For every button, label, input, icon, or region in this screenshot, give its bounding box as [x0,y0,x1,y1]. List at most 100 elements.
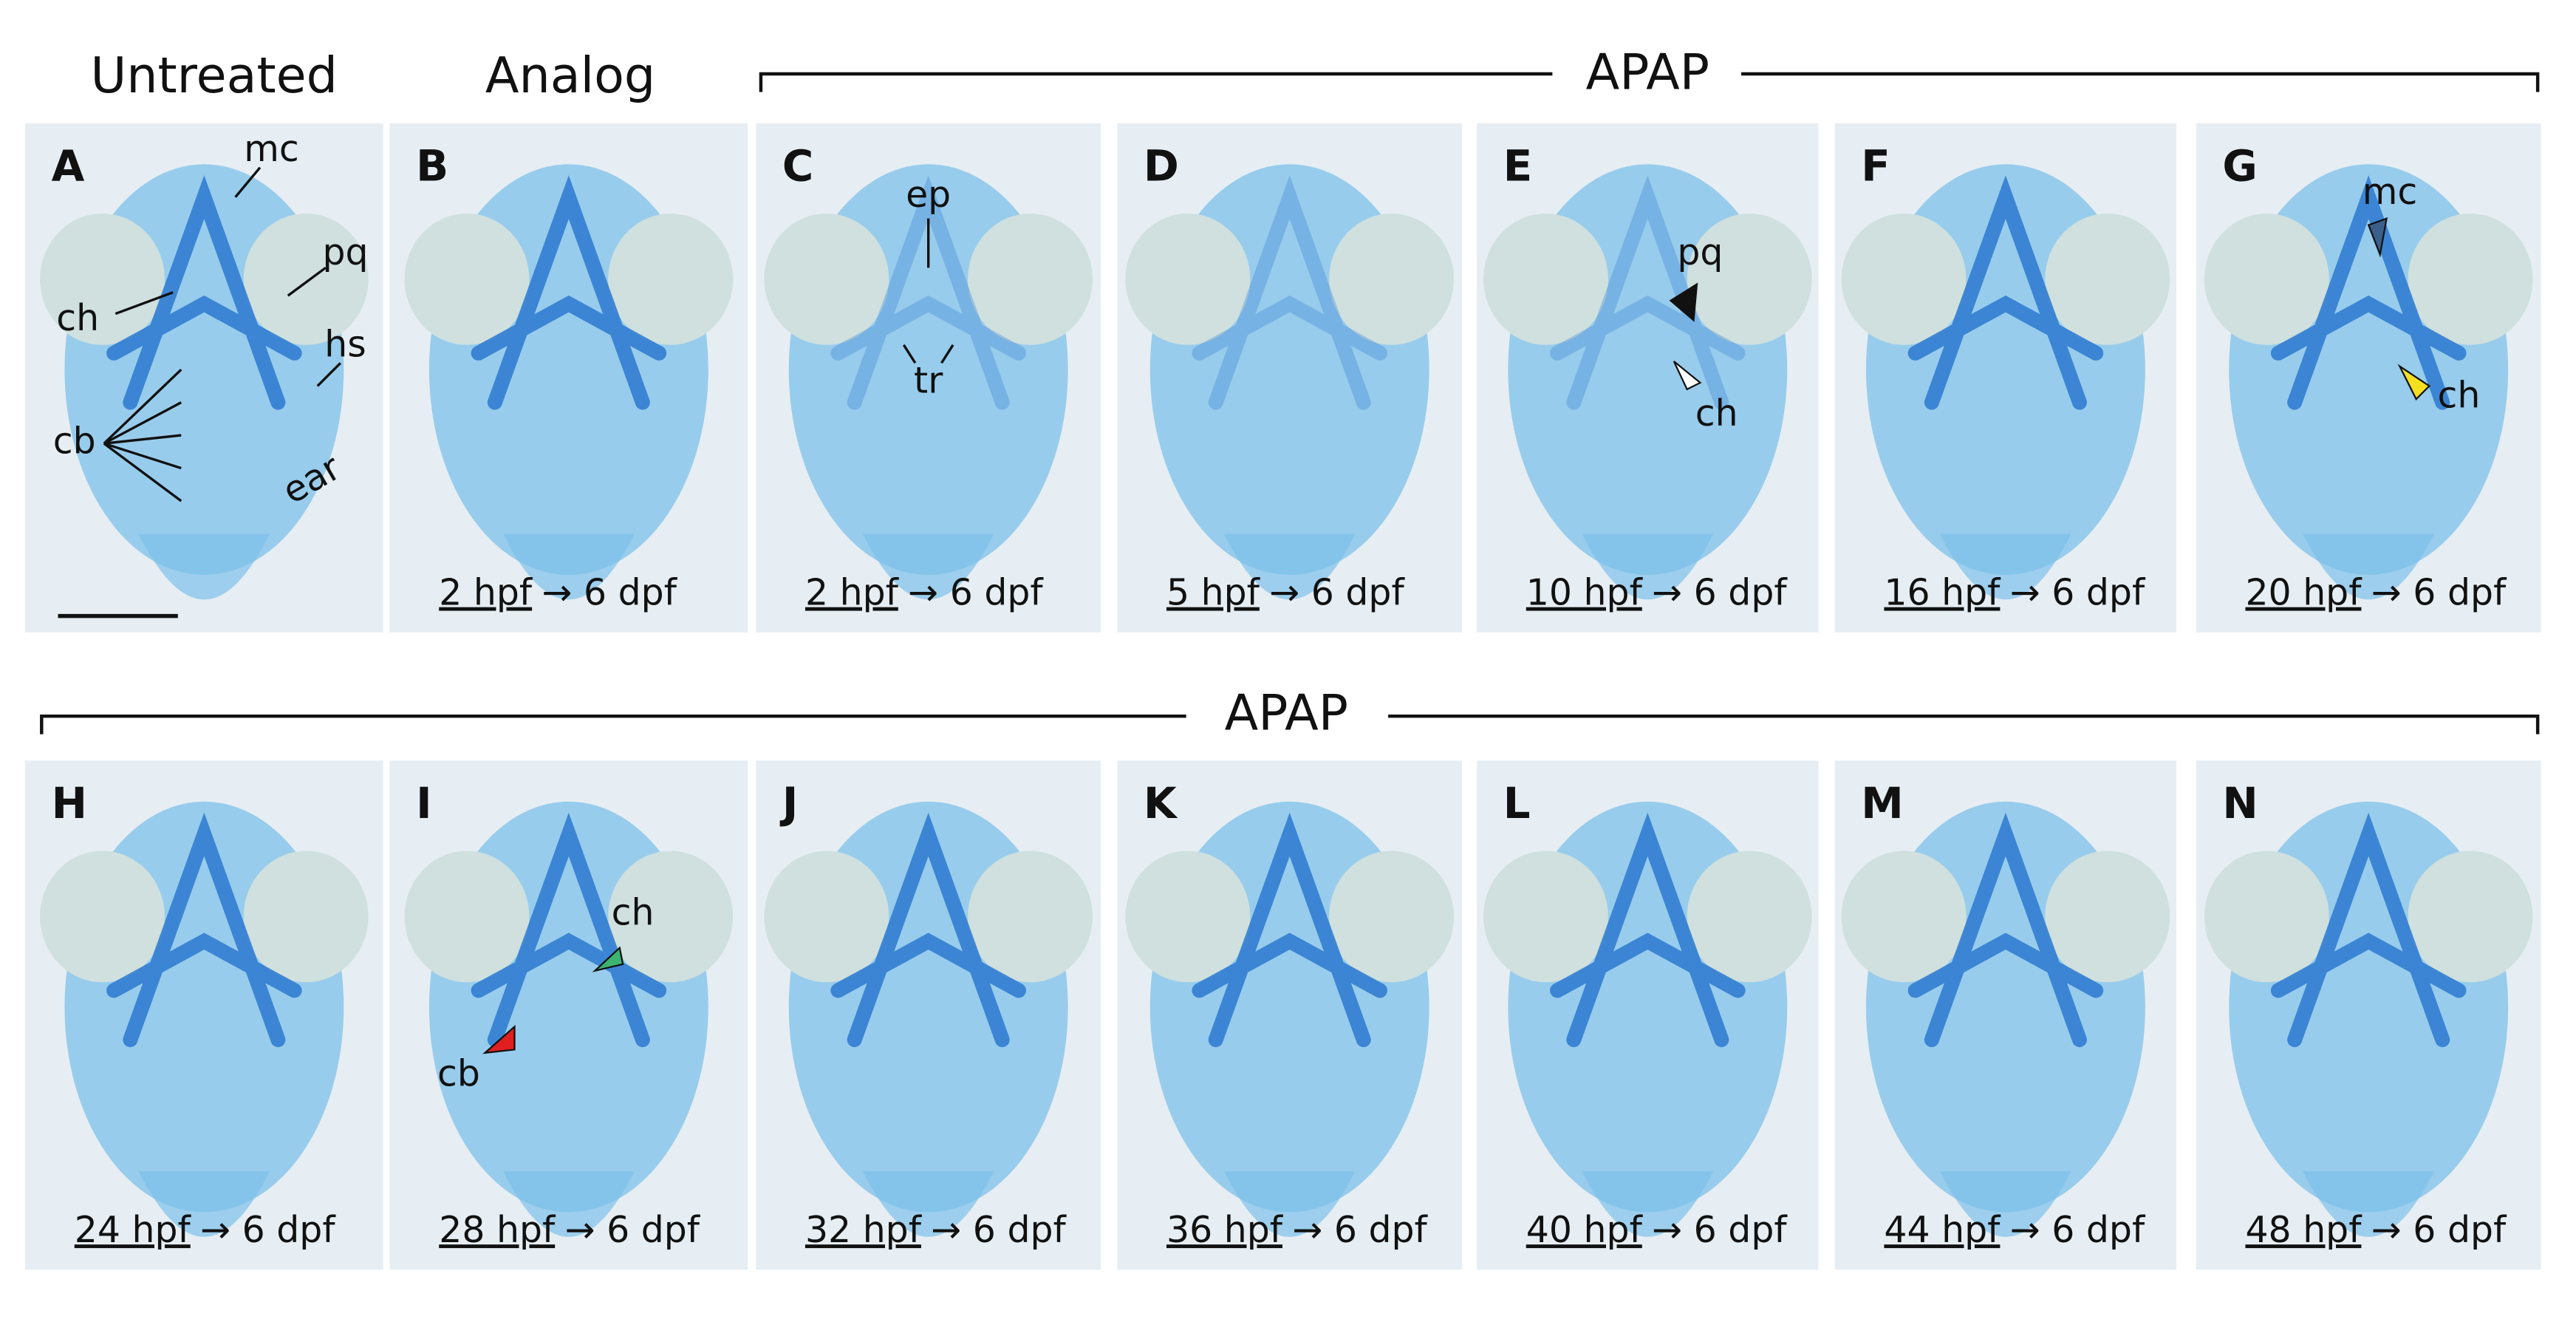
caption-time: 28 hpf [439,1209,556,1251]
body [1582,534,1714,600]
panel: J 32 hpf → 6 dpf [756,760,1101,1270]
panel: M 44 hpf → 6 dpf [1834,760,2177,1270]
arrowhead [2397,364,2431,401]
panel-letter: M [1861,778,1904,828]
annotation: ch [2438,374,2481,416]
header: APAP [1586,43,1709,100]
eye [40,213,165,345]
caption: 48 hpf → 6 dpf [2245,1209,2507,1251]
panel-letter: G [2222,141,2257,191]
caption-time: 5 hpf [1166,571,1261,613]
eye [608,851,734,983]
caption: 36 hpf → 6 dpf [1166,1209,1429,1251]
arrowhead [2367,217,2388,258]
caption-rest: → 6 dpf [1652,1209,1788,1251]
header: Analog [485,47,655,104]
caption-rest: → 6 dpf [2010,1209,2146,1251]
eye [1841,851,1967,983]
body [138,534,270,600]
eye [2408,851,2533,983]
annotation: cb [53,420,96,463]
panel: Cep tr 2 hpf → 6 dpf [756,123,1101,633]
cartilage [1192,175,1387,410]
caption-time: 32 hpf [805,1209,923,1251]
caption: 32 hpf → 6 dpf [805,1209,1067,1251]
caption-rest: → 6 dpf [1652,571,1788,613]
annotation: tr [914,359,943,401]
cartilage [1192,812,1387,1048]
panel: Gmc ch 20 hpf → 6 dpf [2196,123,2541,633]
header: Untreated [90,47,338,104]
leader-line [115,291,174,316]
caption-time: 36 hpf [1166,1209,1284,1251]
eye [404,213,530,345]
panel: Ich cb 28 hpf → 6 dpf [389,760,748,1270]
caption-time: 10 hpf [1526,571,1644,613]
caption-rest: → 6 dpf [1292,1209,1428,1251]
caption-rest: → 6 dpf [565,1209,701,1251]
cartilage [1550,175,1746,410]
body [502,1170,635,1237]
body [1939,534,2071,600]
eye [2204,213,2329,345]
eye [1687,213,1812,345]
leader-line [316,362,342,387]
caption: 20 hpf → 6 dpf [2245,571,2507,613]
cartilage [106,175,302,410]
caption-time: 20 hpf [2245,571,2363,613]
caption: 44 hpf → 6 dpf [1884,1209,2146,1251]
body [1582,1170,1714,1237]
leader-line [234,166,262,198]
body [2303,1170,2435,1237]
body [138,1170,270,1237]
body [862,1170,994,1237]
annotation: hs [324,324,366,366]
eye [40,851,165,983]
eye [1125,213,1251,345]
panel-letter: N [2222,778,2258,828]
caption: 24 hpf → 6 dpf [75,1209,337,1251]
caption: 16 hpf → 6 dpf [1884,571,2146,613]
arrowhead [1673,361,1702,391]
caption: 40 hpf → 6 dpf [1526,1209,1788,1251]
panel-letter: H [52,778,87,828]
body [862,534,994,600]
panel-letter: B [416,141,448,191]
body [1939,1170,2071,1237]
annotation: ep [906,174,951,216]
panel: D 5 hpf → 6 dpf [1117,123,1463,633]
eye [2204,851,2329,983]
panel: H 24 hpf → 6 dpf [25,760,383,1270]
cartilage [2270,812,2467,1048]
cartilage [830,812,1026,1048]
caption-rest: → 6 dpf [200,1209,336,1251]
caption: 28 hpf → 6 dpf [439,1209,701,1251]
caption: 2 hpf → 6 dpf [439,571,677,613]
panel: L 40 hpf → 6 dpf [1477,760,1819,1270]
eye [1483,851,1608,983]
panel-letter: J [779,778,799,828]
panel: K 36 hpf → 6 dpf [1117,760,1463,1270]
panel-letter: C [782,141,813,191]
panel: F 16 hpf → 6 dpf [1834,123,2177,633]
panel: N 48 hpf → 6 dpf [2196,760,2541,1270]
eye [404,851,530,983]
arrowhead [482,1024,516,1054]
caption-time: 2 hpf [805,571,900,613]
annotation: pq [323,231,369,273]
arrowhead [592,946,624,972]
eye [608,213,734,345]
eye [1841,213,1967,345]
eye [2408,213,2533,345]
eye [764,851,889,983]
cartilage [2270,175,2467,410]
eye [968,213,1093,345]
header: APAP [1225,684,1348,741]
caption-rest: → 6 dpf [908,571,1044,613]
caption-rest: → 6 dpf [2371,1209,2507,1251]
eye [968,851,1093,983]
leader-line [287,266,327,297]
eye [1483,213,1608,345]
